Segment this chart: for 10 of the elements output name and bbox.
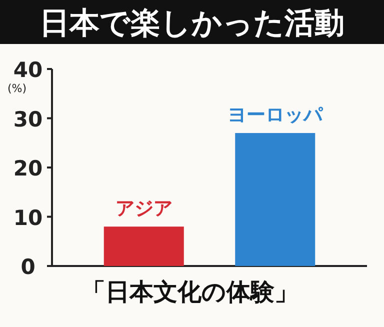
x-tick-label: アジア — [115, 198, 172, 220]
x-tick-label: ヨーロッパ — [228, 104, 324, 126]
y-tick-label: 20 — [13, 156, 43, 180]
x-axis-title: 「日本文化の体験」 — [82, 278, 298, 306]
y-tick-label: 30 — [13, 107, 43, 132]
y-tick-label: 0 — [20, 255, 36, 279]
y-axis-title: (%) — [7, 82, 27, 95]
chart-title: 日本で楽しかった活動 — [40, 6, 344, 41]
y-tick-label: 10 — [13, 206, 43, 230]
y-tick-label: 40 — [13, 58, 43, 82]
